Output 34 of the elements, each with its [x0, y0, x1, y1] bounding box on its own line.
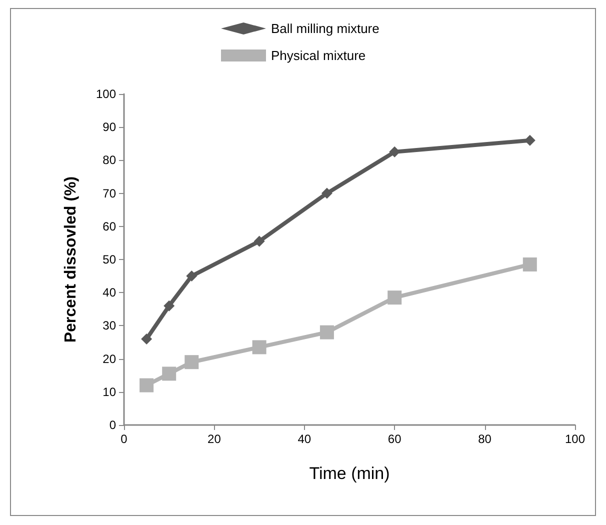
- y-tick-label: 20: [102, 352, 116, 366]
- point: [524, 134, 536, 146]
- x-tick-label: 100: [564, 432, 586, 446]
- y-tick-label: 30: [102, 318, 116, 333]
- y-tick-label: 40: [102, 286, 116, 300]
- point: [162, 366, 176, 381]
- y-axis-title: Percent dissovled (%): [62, 176, 80, 343]
- x-tick-label: 80: [478, 432, 492, 446]
- point: [320, 325, 334, 340]
- legend-label: Ball milling mixture: [271, 21, 380, 36]
- point: [184, 355, 199, 370]
- legend-label: Physical mixture: [271, 48, 366, 63]
- y-tick-label: 50: [102, 252, 116, 266]
- x-tick-label: 60: [388, 432, 402, 446]
- x-tick-label: 0: [120, 432, 128, 446]
- y-tick-label: 60: [102, 219, 116, 234]
- y-tick-label: 10: [102, 384, 116, 399]
- point: [141, 333, 152, 344]
- y-tick-label: 70: [102, 186, 116, 200]
- point: [254, 236, 265, 247]
- y-tick-label: 0: [109, 418, 116, 432]
- point: [522, 257, 537, 272]
- point: [186, 270, 198, 282]
- point: [321, 188, 332, 199]
- y-tick-label: 90: [102, 120, 116, 134]
- x-tick-label: 20: [208, 432, 222, 446]
- x-tick-label: 40: [298, 432, 312, 446]
- point: [140, 378, 154, 392]
- point: [164, 300, 175, 312]
- x-axis-title: Time (min): [309, 464, 390, 483]
- y-tick-label: 80: [102, 153, 116, 168]
- point: [252, 340, 266, 354]
- point: [388, 290, 402, 305]
- y-tick-label: 100: [96, 87, 116, 101]
